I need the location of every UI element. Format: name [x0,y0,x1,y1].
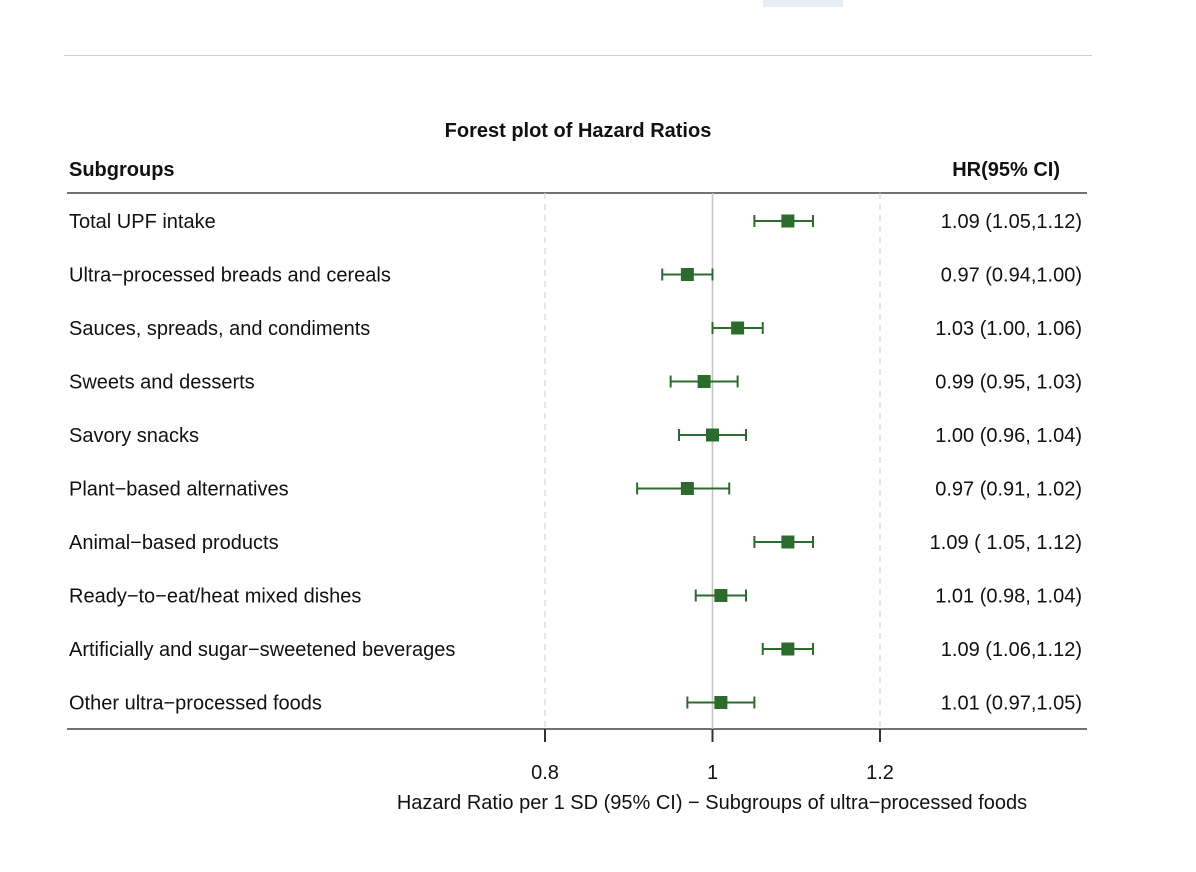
forest-row: Sweets and desserts 0.99 (0.95, 1.03) [69,372,1082,394]
forest-row: Savory snacks 1.00 (0.96, 1.04) [69,425,1082,447]
x-axis-label: Hazard Ratio per 1 SD (95% CI) − Subgrou… [397,792,1027,814]
row-label: Savory snacks [69,425,199,447]
hr-ci-value: 0.97 (0.91, 1.02) [935,479,1082,501]
hr-point [781,642,795,656]
hr-point [706,428,719,442]
row-label: Animal−based products [69,532,279,554]
subgroups-header: Subgroups [69,159,175,181]
top-strip [763,0,843,7]
forest-row: Total UPF intake 1.09 (1.05,1.12) [69,211,1082,233]
hr-point [731,321,745,335]
hr-point [697,375,711,388]
hr-point [714,696,728,709]
x-tick-label: 0.8 [531,762,559,784]
hr-ci-value: 1.00 (0.96, 1.04) [935,425,1082,447]
forest-row: Animal−based products 1.09 ( 1.05, 1.12) [69,532,1082,554]
hr-ci-value: 0.97 (0.94,1.00) [941,265,1082,287]
hr-ci-value: 1.09 ( 1.05, 1.12) [930,532,1082,554]
hr-point [714,589,728,602]
forest-row: Sauces, spreads, and condiments 1.03 (1.0… [69,318,1082,340]
hr-ci-value: 1.01 (0.97,1.05) [941,693,1082,715]
row-label: Plant−based alternatives [69,479,289,501]
forest-row: Plant−based alternatives 0.97 (0.91, 1.02… [69,479,1082,501]
hr-ci-value: 0.99 (0.95, 1.03) [935,372,1082,394]
hr-point [781,535,795,549]
forest-row: Artificially and sugar−sweetened beverag… [69,639,1082,661]
hr-point [680,482,694,495]
hr-ci-value: 1.03 (1.00, 1.06) [935,318,1082,340]
hr-ci-value: 1.09 (1.06,1.12) [941,639,1082,661]
hr-ci-header: HR(95% CI) [952,159,1060,181]
hr-point [781,214,795,228]
row-label: Ultra−processed breads and cereals [69,265,391,287]
forest-row: Other ultra−processed foods 1.01 (0.97,1.… [69,693,1082,715]
row-label: Artificially and sugar−sweetened beverag… [69,639,455,661]
hr-ci-value: 1.01 (0.98, 1.04) [935,586,1082,608]
hr-ci-value: 1.09 (1.05,1.12) [941,211,1082,233]
hr-point [680,268,694,281]
row-label: Total UPF intake [69,211,216,233]
forest-row: Ultra−processed breads and cereals 0.97 (… [69,265,1082,287]
forest-row: Ready−to−eat/heat mixed dishes 1.01 (0.98… [69,586,1082,608]
row-label: Sweets and desserts [69,372,255,394]
x-tick-label: 1 [707,762,718,784]
row-label: Other ultra−processed foods [69,693,322,715]
chart-title: Forest plot of Hazard Ratios [445,120,712,142]
x-tick-label: 1.2 [866,762,894,784]
top-divider [64,55,1092,56]
row-label: Ready−to−eat/heat mixed dishes [69,586,361,608]
row-label: Sauces, spreads, and condiments [69,318,370,340]
